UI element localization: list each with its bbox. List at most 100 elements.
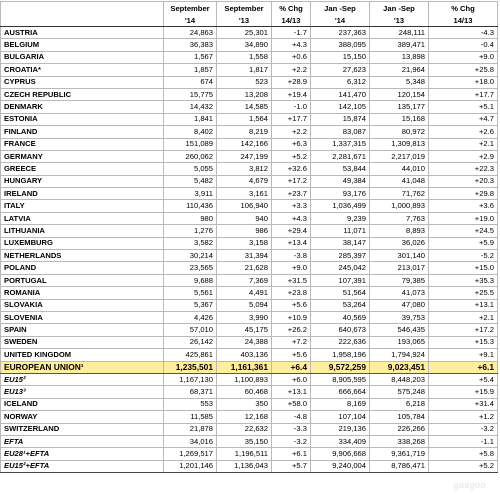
table-row: PORTUGAL 9,688 7,369 +31.5 107,391 79,385 +35.… <box>0 273 498 288</box>
sep14-cell: 36,383 <box>163 38 217 52</box>
chg-cell: +6.4 <box>271 360 311 374</box>
ytd13-cell: 193,065 <box>369 335 429 350</box>
sep13-cell: 350 <box>216 397 272 412</box>
header-sep14-sub: '14 <box>163 14 217 27</box>
chg-cell: +3.3 <box>271 199 311 213</box>
ytdchg-cell: +5.9 <box>428 236 498 251</box>
sep14-cell: 1,235,501 <box>163 360 217 374</box>
ytdchg-cell: +2.1 <box>428 310 498 325</box>
table-row: CZECH REPUBLIC 15,775 13,208 +19.4 141,470 12… <box>0 87 498 102</box>
header-ytdchg-sub: 14/13 <box>428 14 498 27</box>
chg-cell: -3.3 <box>271 422 311 436</box>
header-sep13-sub: '13 <box>216 14 272 27</box>
ytdchg-cell: +15.9 <box>428 385 498 399</box>
chg-cell: +13.4 <box>271 236 311 251</box>
sep13-cell: 4,679 <box>216 174 272 189</box>
sep13-cell: 3,161 <box>216 187 272 201</box>
ytd14-cell: 640,673 <box>310 323 370 337</box>
sep13-cell: 106,940 <box>216 199 272 213</box>
ytd13-cell: 575,248 <box>369 385 429 399</box>
table-row: NETHERLANDS 30,214 31,394 -3.8 285,397 301,14… <box>0 249 498 263</box>
sep14-cell: 8,402 <box>163 125 217 139</box>
sep13-cell: 31,394 <box>216 249 272 263</box>
ytd14-cell: 11,071 <box>310 224 370 238</box>
country-cell: LITHUANIA <box>0 224 164 238</box>
table-row: CROATIA* 1,857 1,817 +2.2 27,623 21,964 +25.8 <box>0 63 498 77</box>
ytd14-cell: 9,572,259 <box>310 360 370 374</box>
country-cell: EU15² <box>0 372 164 387</box>
ytd14-cell: 83,087 <box>310 125 370 139</box>
table-row: ICELAND 553 350 +58.0 8,169 6,218 +31.4 <box>0 397 498 412</box>
sep14-cell: 5,561 <box>163 286 217 300</box>
sep14-cell: 1,167,130 <box>163 372 217 387</box>
chg-cell: +31.5 <box>271 273 311 288</box>
sep13-cell: 1,558 <box>216 50 272 65</box>
ytd13-cell: 546,435 <box>369 323 429 337</box>
ytd13-cell: 47,080 <box>369 298 429 313</box>
sep13-cell: 1,817 <box>216 63 272 77</box>
sep13-cell: 1,196,511 <box>216 447 272 461</box>
table-row: BULGARIA 1,567 1,558 +0.6 15,150 13,898 +9.0 <box>0 50 498 65</box>
ytdchg-cell: +29.8 <box>428 187 498 201</box>
country-cell: ESTONIA <box>0 112 164 127</box>
ytd14-cell: 237,363 <box>310 25 370 40</box>
table-row: FRANCE 151,089 142,166 +6.3 1,337,315 1,309,8… <box>0 137 498 151</box>
chg-cell: +26.2 <box>271 323 311 337</box>
sep13-cell: 3,812 <box>216 162 272 176</box>
ytd14-cell: 334,409 <box>310 434 370 449</box>
country-cell: FINLAND <box>0 125 164 139</box>
chg-cell: +9.0 <box>271 261 311 275</box>
ytd14-cell: 285,397 <box>310 249 370 263</box>
header-sep14: September <box>163 1 217 14</box>
ytd13-cell: 1,000,893 <box>369 199 429 213</box>
chg-cell: +23.7 <box>271 187 311 201</box>
ytd13-cell: 120,154 <box>369 87 429 102</box>
ytd13-cell: 226,266 <box>369 422 429 436</box>
chg-cell: -1.7 <box>271 25 311 40</box>
sep14-cell: 21,878 <box>163 422 217 436</box>
ytd13-cell: 79,385 <box>369 273 429 288</box>
ytdchg-cell: +19.0 <box>428 211 498 226</box>
ytd14-cell: 8,169 <box>310 397 370 412</box>
sep14-cell: 553 <box>163 397 217 412</box>
table-row: IRELAND 3,911 3,161 +23.7 93,176 71,762 +29.8 <box>0 187 498 201</box>
ytd14-cell: 15,874 <box>310 112 370 127</box>
sep13-cell: 142,166 <box>216 137 272 151</box>
chg-cell: -3.8 <box>271 249 311 263</box>
header-chg-sub: 14/13 <box>271 14 311 27</box>
ytd14-cell: 1,036,499 <box>310 199 370 213</box>
sep13-cell: 13,208 <box>216 87 272 102</box>
ytdchg-cell: +15.0 <box>428 261 498 275</box>
table-row: GREECE 5,055 3,812 +32.6 53,844 44,010 +22.3 <box>0 162 498 176</box>
country-cell: AUSTRIA <box>0 25 164 40</box>
ytd13-cell: 41,048 <box>369 174 429 189</box>
ytd13-cell: 39,753 <box>369 310 429 325</box>
ytd14-cell: 53,264 <box>310 298 370 313</box>
table-row: EU15²+EFTA 1,201,146 1,136,043 +5.7 9,240,00… <box>0 459 498 474</box>
table-row: ROMANIA 5,561 4,491 +23.8 51,564 41,073 +25.5 <box>0 286 498 300</box>
table-row: EUROPEAN UNION¹ 1,235,501 1,161,361 +6.4 9,5… <box>0 360 498 374</box>
country-cell: SWEDEN <box>0 335 164 350</box>
country-cell: GERMANY <box>0 149 164 164</box>
chg-cell: +6.0 <box>271 372 311 387</box>
ytd14-cell: 9,240,004 <box>310 459 370 474</box>
table-row: POLAND 23,565 21,628 +9.0 245,042 213,017 +15.… <box>0 261 498 275</box>
sep13-cell: 35,150 <box>216 434 272 449</box>
country-cell: ITALY <box>0 199 164 213</box>
ytd14-cell: 141,470 <box>310 87 370 102</box>
country-cell: EU28¹+EFTA <box>0 447 164 461</box>
table-row: SWITZERLAND 21,878 22,632 -3.3 219,136 226,26… <box>0 422 498 436</box>
table-row: EU15² 1,167,130 1,100,893 +6.0 8,905,595 8,44… <box>0 372 498 387</box>
header-ytd14: Jan -Sep <box>310 1 370 14</box>
ytdchg-cell: +2.6 <box>428 125 498 139</box>
chg-cell: +19.4 <box>271 87 311 102</box>
ytd13-cell: 1,309,813 <box>369 137 429 151</box>
table-row: EU28¹+EFTA 1,269,517 1,196,511 +6.1 9,906,66… <box>0 447 498 461</box>
header-sep13: September <box>216 1 272 14</box>
sep13-cell: 21,628 <box>216 261 272 275</box>
table-row: HUNGARY 5,482 4,679 +17.2 49,384 41,048 +20.3 <box>0 174 498 189</box>
table-row: EU13³ 68,371 60,468 +13.1 666,664 575,248 +15.… <box>0 385 498 399</box>
sep13-cell: 34,890 <box>216 38 272 52</box>
chg-cell: +10.9 <box>271 310 311 325</box>
ytd14-cell: 9,906,668 <box>310 447 370 461</box>
